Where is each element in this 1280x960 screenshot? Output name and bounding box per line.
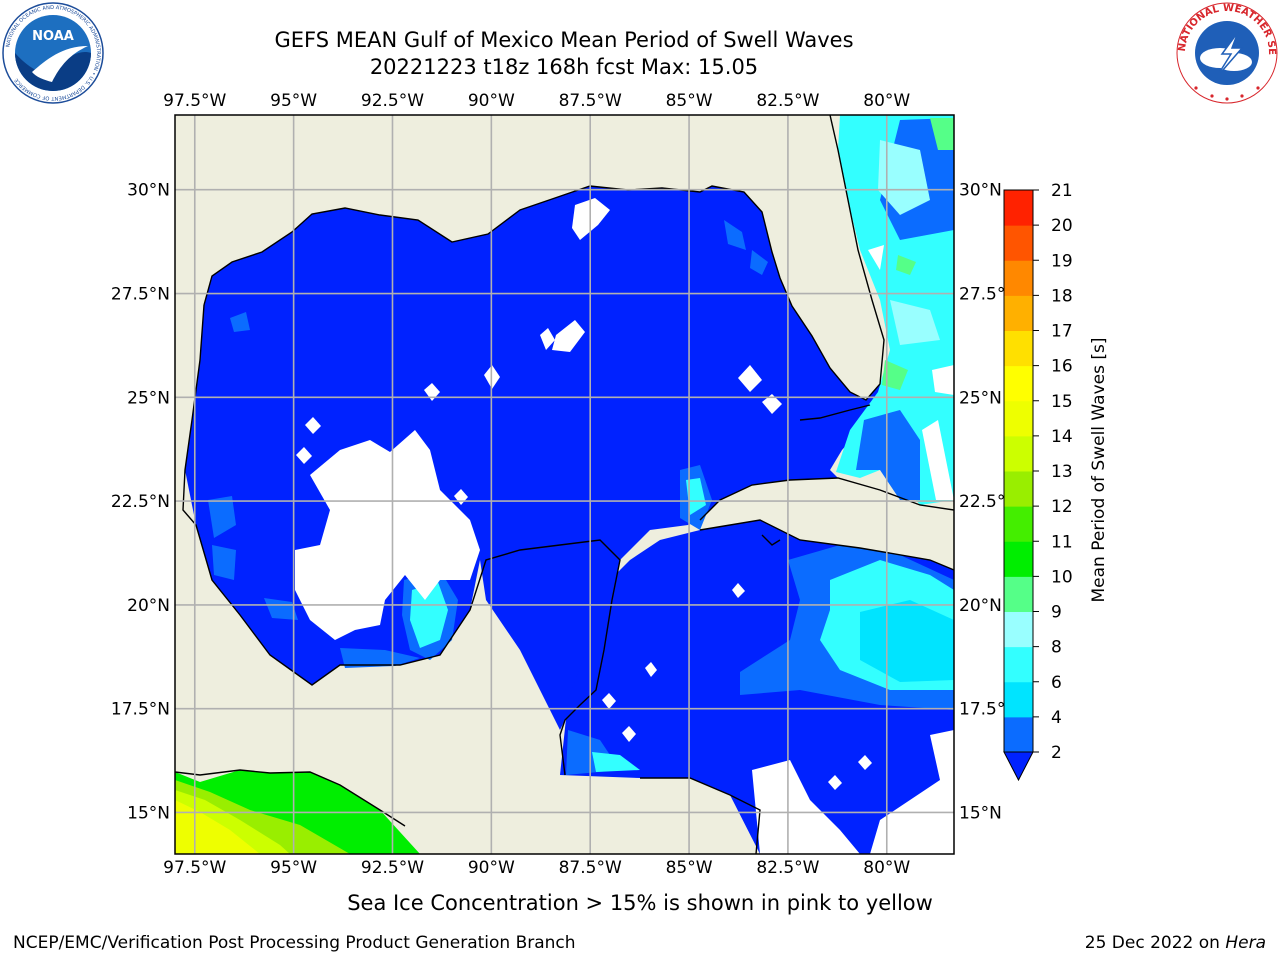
nws-logo: NATIONAL WEATHER SERVICE xyxy=(1176,2,1278,104)
chart-title: GEFS MEAN Gulf of Mexico Mean Period of … xyxy=(274,28,854,52)
lat-tick-left: 20°N xyxy=(127,596,170,616)
colorbar-tick-label: 9 xyxy=(1051,603,1062,623)
masked-regions xyxy=(295,198,954,854)
footer-credit: NCEP/EMC/Verification Post Processing Pr… xyxy=(13,933,576,953)
colorbar-segment xyxy=(1004,611,1033,648)
lon-tick-bottom: 92.5°W xyxy=(361,858,424,878)
map-frame xyxy=(174,114,955,855)
colorbar-segment xyxy=(1004,400,1033,437)
colorbar: 2 4 6 8 9 10 11 12 13 14 15 16 17 18 19 20 21 xyxy=(1003,181,1073,782)
lon-tick-top: 82.5°W xyxy=(756,91,819,111)
lat-tick-right: 30°N xyxy=(959,181,1002,201)
lat-tick-left: 22.5°N xyxy=(111,492,170,512)
colorbar-label: Mean Period of Swell Waves [s] xyxy=(1089,338,1109,603)
lon-tick-bottom: 82.5°W xyxy=(756,858,819,878)
lat-tick-right: 25°N xyxy=(959,388,1002,408)
colorbar-tick-label: 11 xyxy=(1051,532,1073,552)
footer-date: 25 Dec 2022 on Hera xyxy=(1085,933,1266,953)
lon-tick-top: 90°W xyxy=(468,91,515,111)
colorbar-segment xyxy=(1004,365,1033,402)
swell-4-8s-patches xyxy=(208,118,954,775)
lon-tick-bottom: 87.5°W xyxy=(559,858,622,878)
lat-tick-right: 20°N xyxy=(959,596,1002,616)
colorbar-tick-label: 19 xyxy=(1051,251,1073,271)
colorbar-tick-label: 15 xyxy=(1051,392,1073,412)
lat-tick-left: 27.5°N xyxy=(111,285,170,305)
colorbar-segment xyxy=(1004,681,1033,718)
colorbar-segment xyxy=(1004,435,1033,472)
colorbar-segment xyxy=(1004,330,1033,367)
colorbar-tick-label: 17 xyxy=(1051,322,1073,342)
colorbar-tick-label: 16 xyxy=(1051,357,1073,377)
colorbar-tick-label: 6 xyxy=(1051,673,1062,693)
colorbar-extend-arrow xyxy=(1003,751,1034,782)
lon-tick-bottom: 97.5°W xyxy=(163,858,226,878)
lon-tick-top: 97.5°W xyxy=(163,91,226,111)
colorbar-segment xyxy=(1004,260,1033,296)
footer-date-text: 25 Dec 2022 on xyxy=(1084,933,1226,953)
colorbar-segment xyxy=(1004,576,1033,612)
colorbar-tick-label: 2 xyxy=(1051,743,1062,763)
colorbar-tick-label: 12 xyxy=(1051,497,1073,517)
lat-tick-left: 17.5°N xyxy=(111,700,170,720)
lon-tick-bottom: 90°W xyxy=(468,858,515,878)
colorbar-tick-label: 14 xyxy=(1051,427,1073,447)
colorbar-segment xyxy=(1004,506,1033,542)
noaa-text: NOAA xyxy=(32,29,74,44)
axis-ticks: 97.5°W 97.5°W 95°W 95°W 92.5°W 92.5°W 90°W 90°W… xyxy=(111,91,1018,878)
lat-tick-right: 17.5°N xyxy=(959,700,1018,720)
lon-tick-top: 95°W xyxy=(270,91,317,111)
colorbar-segment xyxy=(1004,190,1033,226)
colorbar-tick-label: 10 xyxy=(1051,567,1073,587)
colorbar-segment xyxy=(1004,471,1033,507)
colorbar-segment xyxy=(1004,541,1033,577)
colorbar-segment xyxy=(1004,716,1033,753)
colorbar-tick-label: 21 xyxy=(1051,181,1073,201)
gridlines xyxy=(175,115,954,854)
lat-tick-left: 30°N xyxy=(127,181,170,201)
lat-tick-right: 27.5°N xyxy=(959,285,1018,305)
lon-tick-top: 85°W xyxy=(666,91,713,111)
lon-tick-top: 87.5°W xyxy=(559,91,622,111)
colorbar-segment xyxy=(1004,295,1033,331)
lon-tick-bottom: 95°W xyxy=(270,858,317,878)
lat-tick-right: 22.5°N xyxy=(959,492,1018,512)
sea-ice-note: Sea Ice Concentration > 15% is shown in … xyxy=(347,891,933,915)
footer-host: Hera xyxy=(1225,933,1266,953)
colorbar-segment xyxy=(1004,646,1033,683)
lon-tick-bottom: 80°W xyxy=(863,858,910,878)
colorbar-tick-label: 13 xyxy=(1051,462,1073,482)
colorbar-tick-label: 8 xyxy=(1051,638,1062,658)
noaa-logo: NATIONAL OCEANIC AND ATMOSPHERIC ADMINIS… xyxy=(2,2,104,104)
lon-tick-bottom: 85°W xyxy=(666,858,713,878)
lat-tick-left: 15°N xyxy=(127,803,170,823)
colorbar-tick-label: 18 xyxy=(1051,286,1073,306)
colorbar-tick-label: 4 xyxy=(1051,708,1062,728)
lat-tick-left: 25°N xyxy=(127,388,170,408)
lon-tick-top: 80°W xyxy=(863,91,910,111)
lon-tick-top: 92.5°W xyxy=(361,91,424,111)
colorbar-tick-label: 20 xyxy=(1051,216,1073,236)
lat-tick-right: 15°N xyxy=(959,803,1002,823)
colorbar-segment xyxy=(1004,225,1033,261)
chart-subtitle: 20221223 t18z 168h fcst Max: 15.05 xyxy=(369,55,759,79)
